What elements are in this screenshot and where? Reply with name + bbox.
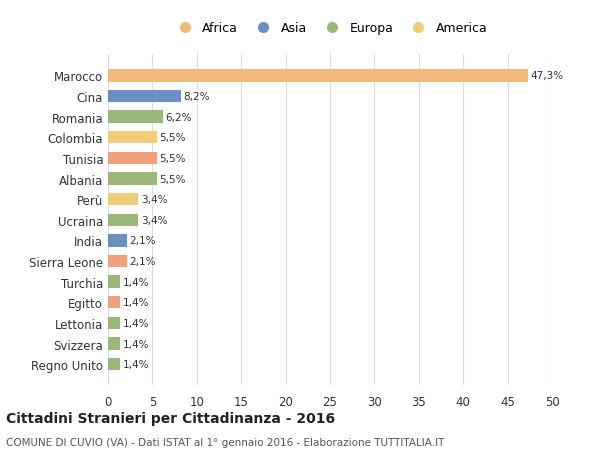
- Text: 5,5%: 5,5%: [160, 133, 186, 143]
- Text: 5,5%: 5,5%: [160, 154, 186, 163]
- Bar: [108, 173, 157, 185]
- Bar: [108, 255, 127, 268]
- Bar: [108, 276, 121, 288]
- Bar: [108, 152, 157, 165]
- Text: 2,1%: 2,1%: [130, 257, 156, 267]
- Bar: [108, 317, 121, 330]
- Bar: [108, 297, 121, 309]
- Bar: [108, 214, 138, 226]
- Text: 1,4%: 1,4%: [123, 277, 149, 287]
- Bar: [108, 70, 528, 83]
- Bar: [108, 235, 127, 247]
- Text: 6,2%: 6,2%: [166, 112, 192, 123]
- Text: 2,1%: 2,1%: [130, 236, 156, 246]
- Text: COMUNE DI CUVIO (VA) - Dati ISTAT al 1° gennaio 2016 - Elaborazione TUTTITALIA.I: COMUNE DI CUVIO (VA) - Dati ISTAT al 1° …: [6, 437, 445, 447]
- Text: 1,4%: 1,4%: [123, 359, 149, 369]
- Text: 3,4%: 3,4%: [141, 195, 167, 205]
- Text: 1,4%: 1,4%: [123, 297, 149, 308]
- Text: 47,3%: 47,3%: [530, 71, 564, 81]
- Text: 3,4%: 3,4%: [141, 215, 167, 225]
- Bar: [108, 111, 163, 123]
- Bar: [108, 358, 121, 370]
- Bar: [108, 132, 157, 144]
- Bar: [108, 194, 138, 206]
- Text: 8,2%: 8,2%: [184, 92, 210, 102]
- Bar: [108, 338, 121, 350]
- Text: 1,4%: 1,4%: [123, 339, 149, 349]
- Bar: [108, 91, 181, 103]
- Text: 5,5%: 5,5%: [160, 174, 186, 184]
- Text: Cittadini Stranieri per Cittadinanza - 2016: Cittadini Stranieri per Cittadinanza - 2…: [6, 411, 335, 425]
- Text: 1,4%: 1,4%: [123, 318, 149, 328]
- Legend: Africa, Asia, Europa, America: Africa, Asia, Europa, America: [169, 18, 491, 39]
